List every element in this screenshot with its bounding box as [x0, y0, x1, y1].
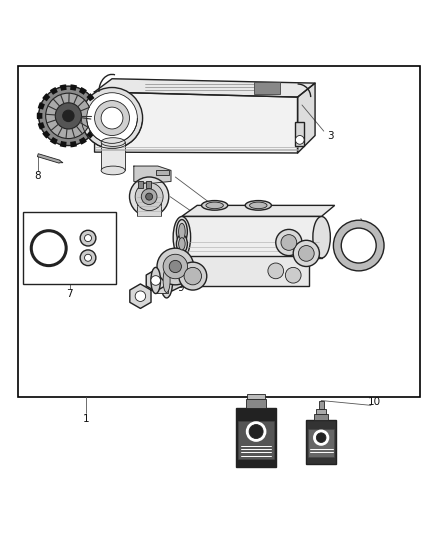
Circle shape — [281, 235, 297, 251]
Circle shape — [39, 86, 98, 146]
Bar — [238, 422, 274, 458]
Bar — [237, 408, 276, 467]
Circle shape — [55, 103, 81, 129]
Text: 9: 9 — [177, 283, 184, 293]
Circle shape — [95, 101, 130, 135]
Circle shape — [295, 135, 304, 144]
Bar — [314, 414, 328, 420]
Ellipse shape — [250, 202, 267, 208]
Bar — [138, 181, 144, 188]
Ellipse shape — [179, 223, 185, 240]
Bar — [22, 212, 117, 284]
Polygon shape — [182, 205, 335, 216]
Circle shape — [141, 189, 157, 205]
Circle shape — [268, 263, 284, 279]
Circle shape — [314, 430, 328, 445]
Circle shape — [157, 248, 194, 285]
Bar — [246, 399, 266, 408]
Ellipse shape — [151, 268, 160, 294]
Circle shape — [87, 93, 138, 143]
Text: 3: 3 — [327, 131, 334, 141]
Bar — [146, 181, 151, 188]
Circle shape — [276, 229, 302, 256]
Text: 10: 10 — [367, 397, 381, 407]
Circle shape — [85, 235, 92, 241]
Bar — [308, 429, 334, 457]
Circle shape — [63, 110, 74, 122]
Circle shape — [298, 246, 314, 261]
Bar — [306, 420, 336, 464]
Circle shape — [135, 291, 146, 302]
Ellipse shape — [177, 220, 187, 244]
Text: 1: 1 — [82, 414, 89, 424]
Ellipse shape — [177, 235, 187, 253]
Polygon shape — [134, 166, 171, 183]
Ellipse shape — [160, 263, 173, 298]
Bar — [101, 142, 125, 171]
Bar — [155, 169, 169, 175]
Polygon shape — [146, 270, 165, 292]
Polygon shape — [166, 258, 182, 294]
Polygon shape — [95, 79, 315, 97]
Text: 2: 2 — [115, 103, 122, 114]
Circle shape — [151, 276, 160, 285]
Circle shape — [101, 107, 123, 129]
Ellipse shape — [313, 216, 330, 258]
Circle shape — [85, 254, 92, 261]
Bar — [318, 401, 324, 409]
Circle shape — [184, 268, 201, 285]
Circle shape — [80, 230, 96, 246]
Circle shape — [130, 177, 169, 216]
Ellipse shape — [101, 166, 125, 175]
Ellipse shape — [101, 138, 125, 147]
Circle shape — [46, 93, 91, 139]
Circle shape — [169, 261, 181, 272]
Bar — [182, 256, 308, 286]
Ellipse shape — [173, 216, 191, 258]
Text: 5: 5 — [248, 248, 255, 259]
Bar — [254, 82, 280, 94]
Circle shape — [341, 228, 376, 263]
Bar — [182, 216, 321, 258]
Bar — [18, 66, 420, 398]
Polygon shape — [95, 92, 297, 153]
Circle shape — [333, 220, 384, 271]
Bar — [137, 197, 161, 216]
Text: 6: 6 — [366, 225, 373, 235]
Bar — [295, 123, 304, 147]
Circle shape — [286, 268, 301, 283]
Circle shape — [316, 433, 326, 442]
Bar — [155, 268, 168, 293]
Circle shape — [179, 262, 207, 290]
Text: 8: 8 — [35, 171, 41, 181]
Bar — [247, 393, 265, 399]
Ellipse shape — [179, 238, 185, 250]
Ellipse shape — [163, 269, 170, 293]
Polygon shape — [297, 83, 315, 153]
Circle shape — [135, 183, 163, 211]
Bar — [316, 409, 326, 414]
Circle shape — [247, 422, 266, 441]
Circle shape — [293, 240, 319, 266]
Text: 7: 7 — [67, 289, 73, 300]
Circle shape — [81, 87, 143, 149]
Circle shape — [39, 86, 98, 146]
Ellipse shape — [206, 202, 223, 208]
FancyArrow shape — [37, 154, 63, 163]
Ellipse shape — [245, 200, 272, 210]
Polygon shape — [130, 284, 151, 309]
Circle shape — [80, 250, 96, 265]
Circle shape — [163, 254, 187, 279]
Circle shape — [146, 193, 152, 200]
Ellipse shape — [201, 200, 228, 210]
Text: 4: 4 — [248, 228, 255, 237]
Circle shape — [249, 425, 263, 439]
